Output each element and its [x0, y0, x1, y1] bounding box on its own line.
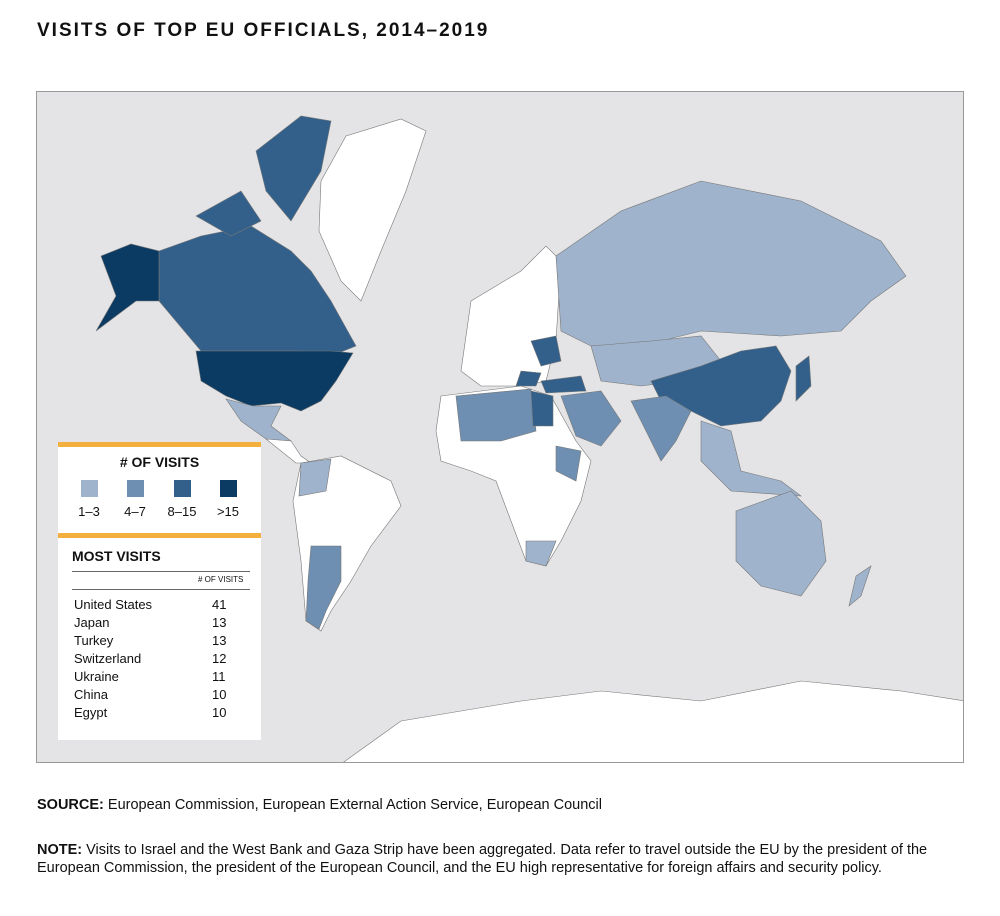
- legend-accent-bar: [58, 533, 261, 538]
- legend-label: 8–15: [167, 504, 197, 519]
- legend-label: 1–3: [78, 504, 100, 519]
- legend-label: 4–7: [124, 504, 146, 519]
- antarctica: [343, 680, 963, 762]
- most-visits-title: MOST VISITS: [72, 548, 161, 564]
- legend-swatch-over-15: [220, 480, 237, 497]
- source-text: SOURCE: European Commission, European Ex…: [37, 797, 602, 813]
- india: [630, 395, 692, 462]
- table-row: China 10: [74, 687, 227, 702]
- legend-swatch-1-3: [81, 480, 98, 497]
- column-header: # OF VISITS: [198, 575, 244, 584]
- japan: [795, 355, 812, 402]
- greenland: [318, 118, 427, 302]
- table-row: Turkey 13: [74, 633, 227, 648]
- table-row: Ukraine 11: [74, 669, 226, 684]
- legend-panel: # OF VISITS 1–3 4–7 8–15 >15 MOST VISITS…: [58, 442, 261, 740]
- table-row: Egypt 10: [74, 705, 227, 720]
- table-row: Switzerland 12: [74, 651, 227, 666]
- australia: [735, 490, 872, 607]
- divider: [72, 571, 250, 572]
- legend-accent-bar: [58, 442, 261, 447]
- africa: [435, 385, 592, 567]
- table-row: United States 41: [74, 597, 227, 612]
- table-row: Japan 13: [74, 615, 227, 630]
- legend-swatch-8-15: [174, 480, 191, 497]
- alaska: [95, 243, 160, 332]
- legend-swatch-4-7: [127, 480, 144, 497]
- legend-title: # OF VISITS: [119, 454, 200, 470]
- mexico: [225, 398, 293, 442]
- legend-label: >15: [216, 504, 240, 519]
- united-states: [195, 350, 354, 412]
- russia: [555, 180, 907, 347]
- south-america: [292, 455, 402, 632]
- turkey-middle-east: [540, 375, 622, 447]
- canada: [158, 115, 357, 357]
- europe: [460, 245, 562, 387]
- central-america: [265, 438, 312, 464]
- note-text: NOTE: Visits to Israel and the West Bank…: [37, 842, 928, 876]
- southeast-asia: [700, 420, 802, 497]
- divider: [72, 589, 250, 590]
- map-title: VISITS OF TOP EU OFFICIALS, 2014–2019: [37, 20, 490, 41]
